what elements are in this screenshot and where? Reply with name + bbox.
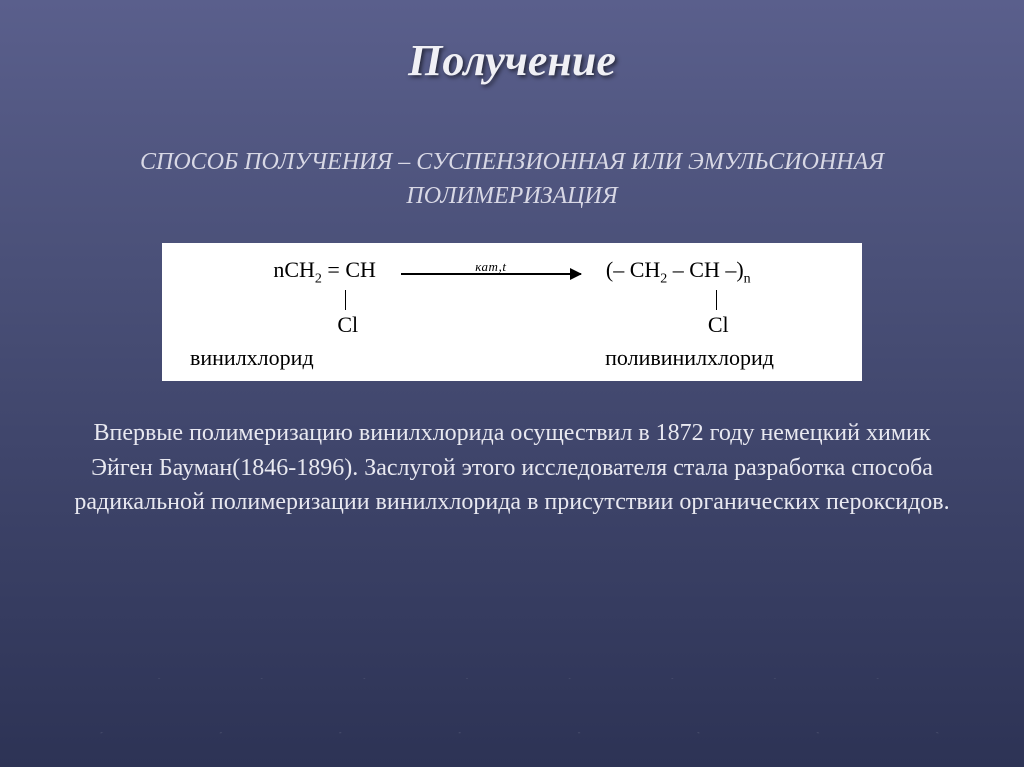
subtitle-lead: СПОСОБ ПОЛУЧЕНИЯ: [140, 149, 392, 175]
product-mid: – CH –): [667, 257, 743, 282]
reaction-row: nCH2 = CH Cl кат,t (– CH2 – CH –)n Cl: [182, 257, 842, 339]
slide-title: Получение: [60, 35, 964, 86]
product-open: (– CH: [606, 257, 660, 282]
reaction-names-row: винилхлорид поливинилхлорид: [182, 345, 842, 371]
reactant-mid: = CH: [322, 257, 376, 282]
product-formula: (– CH2 – CH –)n: [606, 257, 751, 288]
reactant-formula: nCH2 = CH: [273, 257, 376, 288]
reaction-scheme: nCH2 = CH Cl кат,t (– CH2 – CH –)n Cl ви…: [162, 243, 862, 381]
bond-line-icon: [345, 290, 346, 310]
reactant-substituent: Cl: [337, 312, 358, 338]
slide: Получение СПОСОБ ПОЛУЧЕНИЯ – СУСПЕНЗИОНН…: [0, 0, 1024, 767]
reactant-sub1: 2: [315, 272, 322, 287]
product-molecule: (– CH2 – CH –)n Cl: [606, 257, 751, 339]
reactant-name: винилхлорид: [190, 345, 314, 371]
reactant-molecule: nCH2 = CH Cl: [273, 257, 376, 339]
decorative-grid-icon: [0, 657, 1024, 767]
product-substituent: Cl: [708, 312, 729, 338]
arrow-icon: [401, 273, 581, 275]
subtitle-rest: – СУСПЕНЗИОННАЯ ИЛИ ЭМУЛЬСИОННАЯ ПОЛИМЕР…: [392, 149, 884, 209]
product-name: поливинилхлорид: [605, 345, 774, 371]
slide-subtitle: СПОСОБ ПОЛУЧЕНИЯ – СУСПЕНЗИОННАЯ ИЛИ ЭМУ…: [60, 146, 964, 213]
product-subn: n: [744, 272, 751, 287]
bond-line-icon: [716, 290, 717, 310]
reaction-arrow: кат,t: [401, 257, 581, 275]
slide-body-text: Впервые полимеризацию винилхлорида осуще…: [60, 416, 964, 520]
reactant-prefix: nCH: [273, 257, 315, 282]
